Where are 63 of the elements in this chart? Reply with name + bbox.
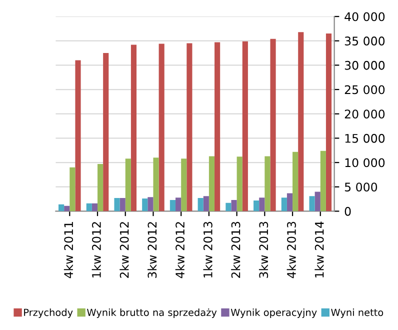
y-tick-label: 10 000 <box>345 158 385 168</box>
bar <box>259 198 265 212</box>
bar <box>130 44 137 212</box>
bar <box>103 53 109 212</box>
bar <box>320 150 326 212</box>
bar <box>153 158 159 212</box>
x-tick-label: 4kw 2012 <box>175 222 185 278</box>
bar <box>286 193 293 212</box>
legend-label: Wynik brutto na sprzedaży <box>87 308 217 318</box>
bar <box>58 204 64 212</box>
bar <box>281 198 287 212</box>
x-tick-label: 4kw 2011 <box>64 222 74 278</box>
bar <box>114 198 120 212</box>
x-tick-label: 1kw 2014 <box>314 222 324 278</box>
bar <box>314 192 320 212</box>
bar <box>70 167 76 212</box>
bar <box>98 164 104 212</box>
bar <box>142 198 148 212</box>
bar <box>214 42 220 212</box>
legend-label: Przychody <box>24 308 73 318</box>
bar <box>92 203 98 212</box>
bar <box>236 156 242 212</box>
y-tick-label: 15 000 <box>345 134 385 143</box>
x-tick-label: 4kw 2013 <box>286 222 296 278</box>
bar <box>148 197 154 212</box>
x-tick-label: 2kw 2013 <box>231 222 240 278</box>
x-tick-label: 1kw 2012 <box>92 222 101 278</box>
bar <box>326 34 332 212</box>
bar <box>254 200 260 212</box>
legend-label: Wynik operacyjny <box>230 308 317 318</box>
bar <box>208 156 215 212</box>
bar <box>120 198 126 212</box>
x-tick-label: 3kw 2012 <box>148 222 157 278</box>
y-tick-label: 0 <box>344 206 351 216</box>
y-tick-label: 25 000 <box>344 85 385 94</box>
bar <box>292 152 298 212</box>
bar <box>86 203 92 212</box>
bar <box>75 60 81 212</box>
bar <box>226 202 232 212</box>
bar <box>64 206 70 212</box>
bar <box>198 198 204 212</box>
y-tick-label: 35 000 <box>344 36 385 46</box>
bar <box>231 200 237 212</box>
bar <box>176 198 182 212</box>
bar <box>186 43 192 212</box>
bar <box>203 196 209 212</box>
bar <box>270 38 276 212</box>
x-tick-label: 1kw 2013 <box>203 222 212 278</box>
bar <box>158 44 164 212</box>
bar <box>125 158 131 212</box>
legend-label: Wyni netto <box>331 308 384 318</box>
y-tick-label: 5 000 <box>344 182 378 192</box>
bar <box>242 41 248 212</box>
y-tick-label: 40 000 <box>344 12 385 22</box>
y-tick-label: 30 000 <box>344 60 385 70</box>
bar <box>309 196 315 212</box>
bar <box>298 32 304 212</box>
bar <box>181 158 187 212</box>
bar <box>170 200 176 212</box>
x-tick-label: 3kw 2013 <box>258 222 268 278</box>
y-tick-label: 20 000 <box>344 110 385 119</box>
x-tick-label: 2kw 2012 <box>120 222 129 278</box>
bar <box>264 156 270 212</box>
